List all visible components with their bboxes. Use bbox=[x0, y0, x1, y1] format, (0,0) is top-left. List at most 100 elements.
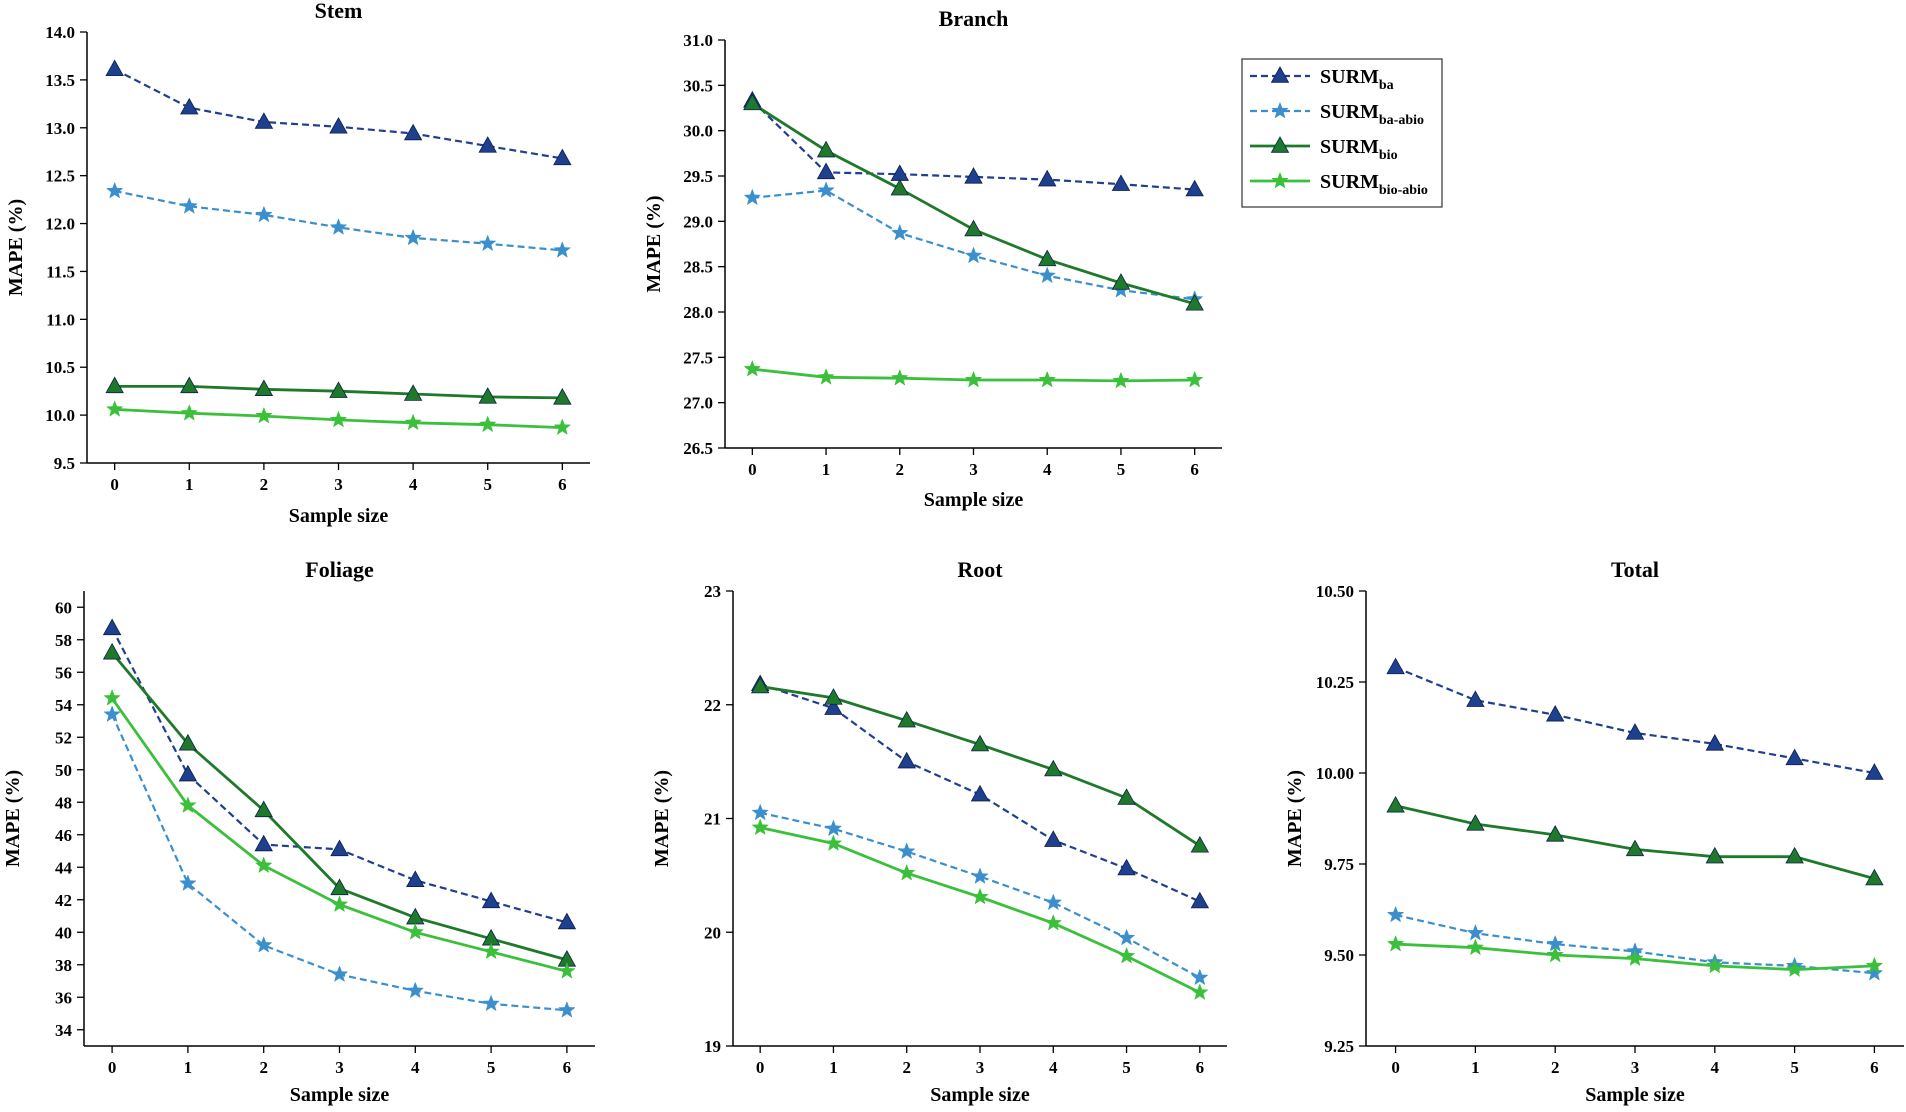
data-point bbox=[1111, 174, 1131, 191]
data-point bbox=[897, 751, 916, 769]
y-tick-label: 60 bbox=[55, 598, 72, 617]
data-point bbox=[403, 384, 423, 401]
y-tick-label: 31.0 bbox=[683, 31, 713, 50]
series-ba bbox=[102, 618, 577, 930]
data-point bbox=[1386, 795, 1405, 813]
series-bio bbox=[743, 93, 1204, 311]
x-tick-label: 3 bbox=[976, 1058, 985, 1077]
data-point bbox=[1785, 846, 1804, 864]
x-axis-label: Sample size bbox=[1585, 1084, 1685, 1106]
data-point bbox=[750, 676, 770, 694]
data-point bbox=[1386, 657, 1405, 675]
y-axis-label: MAPE (%) bbox=[643, 195, 665, 292]
data-point bbox=[329, 218, 348, 235]
y-axis-label: MAPE (%) bbox=[2, 770, 24, 867]
series-bio bbox=[102, 642, 577, 967]
y-tick-label: 44 bbox=[55, 858, 73, 877]
data-point bbox=[180, 97, 199, 115]
series-line bbox=[752, 189, 1195, 301]
data-point bbox=[1117, 788, 1136, 805]
data-point bbox=[255, 205, 273, 223]
data-point bbox=[1038, 266, 1056, 284]
data-point bbox=[964, 370, 983, 388]
x-tick-label: 2 bbox=[902, 1058, 911, 1077]
data-point bbox=[1117, 946, 1136, 964]
series-line bbox=[759, 685, 1201, 847]
data-point bbox=[1191, 983, 1209, 1000]
series-line bbox=[759, 826, 1201, 994]
x-tick-label: 3 bbox=[1631, 1058, 1640, 1077]
panel-title: Stem bbox=[315, 0, 363, 23]
y-tick-label: 13.5 bbox=[45, 71, 75, 90]
series-bio-abio bbox=[743, 359, 1204, 389]
data-point bbox=[824, 819, 843, 837]
data-point bbox=[1038, 370, 1056, 388]
data-point bbox=[751, 803, 769, 821]
legend-item: SURMba bbox=[1250, 66, 1394, 93]
data-point bbox=[330, 878, 349, 896]
data-point bbox=[254, 379, 274, 396]
x-tick-label: 4 bbox=[411, 1058, 420, 1077]
data-point bbox=[1466, 814, 1485, 831]
data-point bbox=[481, 891, 501, 909]
data-point bbox=[743, 359, 762, 377]
y-axis-label: MAPE (%) bbox=[651, 770, 673, 867]
data-point bbox=[1185, 179, 1204, 197]
data-point bbox=[1037, 169, 1057, 187]
data-point bbox=[824, 688, 843, 705]
y-tick-label: 23 bbox=[704, 582, 721, 601]
x-tick-label: 3 bbox=[335, 1058, 344, 1077]
data-point bbox=[817, 368, 835, 385]
data-point bbox=[1117, 928, 1136, 946]
x-tick-label: 3 bbox=[334, 475, 343, 494]
y-tick-label: 10.25 bbox=[1316, 673, 1354, 692]
data-point bbox=[105, 400, 124, 417]
y-tick-label: 12.0 bbox=[45, 215, 75, 234]
data-point bbox=[743, 188, 762, 206]
data-point bbox=[971, 887, 989, 905]
y-tick-label: 9.50 bbox=[1324, 946, 1354, 965]
data-point bbox=[1705, 734, 1725, 751]
y-tick-label: 30.5 bbox=[683, 76, 713, 95]
x-tick-label: 6 bbox=[558, 475, 567, 494]
data-point bbox=[254, 112, 274, 129]
x-tick-label: 0 bbox=[110, 475, 119, 494]
y-tick-label: 10.0 bbox=[45, 406, 75, 425]
data-point bbox=[1705, 846, 1725, 864]
y-tick-label: 9.75 bbox=[1324, 855, 1354, 874]
data-point bbox=[330, 839, 349, 857]
y-tick-label: 10.00 bbox=[1316, 764, 1354, 783]
data-point bbox=[1111, 273, 1131, 290]
x-axis-label: Sample size bbox=[924, 489, 1024, 511]
data-point bbox=[105, 59, 124, 77]
y-tick-label: 30.0 bbox=[683, 122, 713, 141]
x-tick-label: 6 bbox=[563, 1058, 572, 1077]
data-point bbox=[1785, 748, 1804, 766]
y-tick-label: 20 bbox=[704, 923, 721, 942]
data-point bbox=[1865, 868, 1884, 886]
data-point bbox=[478, 415, 497, 433]
x-axis-label: Sample size bbox=[289, 505, 389, 527]
series-ba-abio bbox=[751, 803, 1209, 986]
legend-label-sub: ba-abio bbox=[1379, 113, 1424, 128]
y-tick-label: 10.5 bbox=[45, 358, 75, 377]
y-tick-label: 52 bbox=[55, 728, 72, 747]
y-tick-label: 29.5 bbox=[683, 167, 713, 186]
data-point bbox=[406, 981, 425, 999]
data-point bbox=[254, 936, 273, 953]
data-point bbox=[897, 863, 916, 881]
x-tick-label: 5 bbox=[483, 475, 492, 494]
data-point bbox=[1626, 949, 1644, 967]
data-point bbox=[254, 856, 273, 874]
y-tick-label: 21 bbox=[704, 810, 721, 829]
data-point bbox=[897, 842, 916, 859]
data-point bbox=[557, 912, 577, 930]
y-tick-label: 58 bbox=[55, 631, 72, 650]
x-tick-label: 0 bbox=[756, 1058, 765, 1077]
data-point bbox=[478, 387, 497, 404]
x-tick-label: 4 bbox=[409, 475, 418, 494]
data-point bbox=[964, 246, 983, 264]
y-tick-label: 48 bbox=[55, 793, 72, 812]
legend-label: SURMbio-abio bbox=[1320, 171, 1428, 198]
x-tick-label: 0 bbox=[748, 460, 757, 479]
